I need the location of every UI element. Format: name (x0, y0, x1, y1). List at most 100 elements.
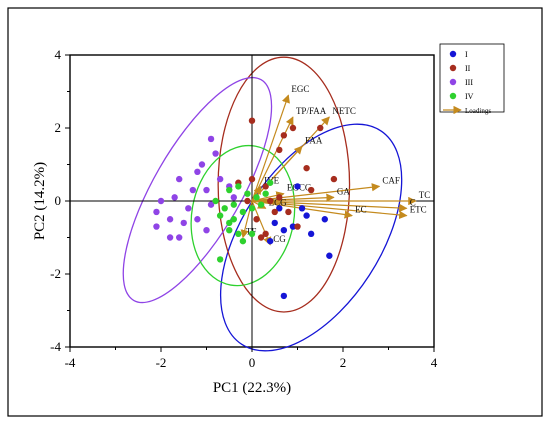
point-IV-15 (239, 237, 247, 245)
point-III-18 (207, 201, 215, 208)
legend-label-I: I (465, 50, 468, 59)
point-II-7 (262, 183, 269, 190)
y-tick-label: -4 (50, 339, 61, 354)
loading-arrow-caf (251, 183, 381, 202)
point-IV-4 (230, 201, 237, 208)
point-III-1 (157, 197, 165, 205)
score-points (153, 117, 338, 300)
confidence-ellipses (122, 56, 403, 352)
x-tick-label: -2 (156, 355, 167, 370)
point-II-5 (317, 124, 324, 132)
point-I-2 (289, 223, 297, 230)
point-III-10 (203, 186, 210, 194)
point-III-6 (185, 205, 192, 212)
point-III-3 (171, 194, 178, 201)
point-II-17 (248, 175, 256, 183)
point-IV-8 (248, 205, 256, 212)
y-axis-title: PC2 (14.2%) (32, 162, 48, 240)
loading-label-tp-faa: TP/FAA (296, 106, 327, 116)
loading-arrow-c (251, 200, 408, 213)
point-II-14 (294, 223, 301, 230)
point-IV-17 (267, 179, 274, 186)
point-II-2 (280, 132, 288, 139)
loading-label-egc: EGC (291, 84, 309, 94)
point-III-15 (153, 223, 160, 230)
point-IV-2 (221, 205, 228, 212)
point-II-9 (271, 208, 278, 216)
point-I-4 (303, 212, 310, 219)
point-IV-12 (226, 227, 233, 234)
outer-border (7, 7, 543, 417)
point-IV-11 (262, 190, 269, 197)
legend-marker-III (449, 78, 457, 86)
legend-marker-I (449, 50, 457, 58)
point-I-7 (326, 252, 333, 259)
point-IV-3 (226, 186, 233, 194)
point-III-2 (166, 216, 174, 223)
point-III-13 (216, 175, 224, 183)
x-tick-label: 4 (431, 355, 438, 370)
point-II-4 (303, 164, 310, 172)
y-tick-label: -2 (50, 266, 61, 281)
loading-label-ecg: ECG (269, 197, 288, 207)
point-I-11 (276, 205, 283, 212)
x-tick-label: 0 (249, 355, 256, 370)
point-I-9 (280, 292, 288, 300)
loading-arrow-egc (251, 94, 290, 202)
point-II-15 (257, 234, 265, 241)
point-II-8 (267, 197, 274, 205)
point-III-7 (189, 186, 197, 194)
point-I-10 (294, 183, 301, 190)
point-II-12 (330, 175, 338, 183)
point-II-18 (244, 197, 251, 205)
x-axis-title: PC1 (22.3%) (213, 380, 291, 396)
y-tick-label: 2 (55, 120, 62, 135)
ellipse-II (217, 56, 351, 313)
point-II-11 (307, 186, 315, 194)
point-III-5 (180, 219, 187, 227)
point-III-12 (212, 150, 219, 157)
point-III-17 (194, 216, 201, 223)
point-I-3 (298, 205, 306, 212)
legend-marker-IV (449, 92, 457, 100)
point-II-1 (276, 146, 283, 154)
point-IV-7 (244, 190, 251, 197)
point-III-0 (153, 208, 160, 216)
loading-label-ga: GA (337, 186, 350, 196)
loading-label-netc: NETC (332, 106, 356, 116)
point-I-1 (280, 227, 288, 234)
loading-label-etc: ETC (410, 205, 427, 215)
x-tick-label: 2 (340, 355, 347, 370)
loading-label-faa: FAA (305, 135, 323, 145)
legend-label-III: III (465, 78, 473, 87)
point-IV-9 (253, 194, 260, 201)
legend-marker-II (449, 64, 457, 72)
point-IV-14 (235, 230, 242, 238)
loading-label-tc: TC (419, 190, 431, 200)
point-III-20 (166, 234, 174, 241)
point-II-16 (276, 194, 283, 201)
point-I-0 (271, 219, 278, 227)
point-IV-0 (212, 197, 219, 205)
loading-arrow-ive (251, 185, 262, 202)
legend-label-loadings: Loadings (465, 107, 491, 115)
y-tick-label: 4 (55, 47, 62, 62)
point-II-10 (285, 208, 292, 216)
point-III-11 (207, 135, 215, 143)
loading-arrow-ga (251, 193, 335, 202)
point-IV-10 (257, 201, 265, 208)
point-I-5 (307, 230, 315, 238)
point-IV-1 (216, 212, 224, 219)
loading-label-cg: CG (273, 234, 286, 244)
point-II-0 (248, 117, 256, 124)
legend-label-II: II (465, 64, 471, 73)
point-III-9 (198, 161, 206, 168)
point-III-21 (203, 227, 210, 234)
point-IV-16 (216, 256, 224, 263)
loading-arrow-faa (251, 145, 303, 202)
point-III-16 (176, 234, 183, 241)
point-III-19 (230, 194, 237, 201)
